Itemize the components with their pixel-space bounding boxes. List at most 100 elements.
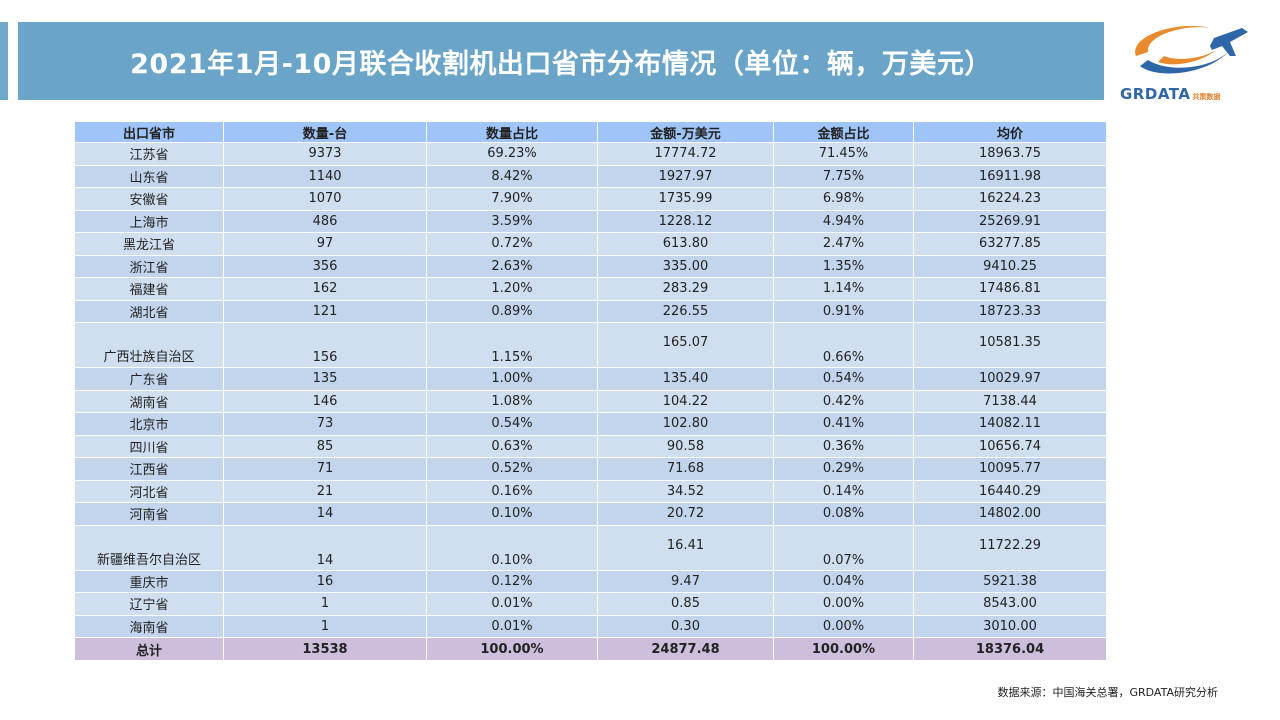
cell-province: 重庆市 [74, 569, 224, 593]
table-row: 浙江省 356 2.63% 335.00 1.35% 9410.25 [74, 254, 1107, 278]
cell-average-price: 10029.97 [913, 367, 1107, 391]
cell-amount-share: 0.14% [773, 479, 914, 503]
cell-province: 辽宁省 [74, 592, 224, 616]
table-row: 上海市 486 3.59% 1228.12 4.94% 25269.91 [74, 209, 1107, 233]
cell-province: 山东省 [74, 164, 224, 188]
cell-province: 河北省 [74, 479, 224, 503]
cell-average-price: 10656.74 [913, 434, 1107, 458]
table-row: 新疆维吾尔自治区 14 0.10% 16.41 0.07% 11722.29 [74, 524, 1107, 571]
table-row: 江苏省 9373 69.23% 17774.72 71.45% 18963.75 [74, 142, 1107, 166]
cell-average-price: 18723.33 [913, 299, 1107, 323]
cell-quantity-share: 0.10% [426, 502, 598, 526]
cell-quantity: 1 [223, 614, 427, 638]
cell-quantity: 73 [223, 412, 427, 436]
table-row: 辽宁省 1 0.01% 0.85 0.00% 8543.00 [74, 592, 1107, 616]
cell-amount-share: 0.04% [773, 569, 914, 593]
header-quantity-share: 数量占比 [426, 121, 598, 143]
cell-quantity-share: 0.72% [426, 232, 598, 256]
cell-amount-share: 0.36% [773, 434, 914, 458]
cell-province: 福建省 [74, 277, 224, 301]
cell-amount: 20.72 [597, 502, 774, 526]
cell-province: 海南省 [74, 614, 224, 638]
data-source-note: 数据来源：中国海关总署，GRDATA研究分析 [997, 686, 1218, 699]
cell-quantity-share: 1.08% [426, 389, 598, 413]
table-row: 河北省 21 0.16% 34.52 0.14% 16440.29 [74, 479, 1107, 503]
total-amount-share: 100.00% [773, 637, 914, 661]
cell-amount-share: 0.91% [773, 299, 914, 323]
cell-amount: 0.30 [597, 614, 774, 638]
cell-quantity-share: 8.42% [426, 164, 598, 188]
cell-amount: 104.22 [597, 389, 774, 413]
table-row: 湖北省 121 0.89% 226.55 0.91% 18723.33 [74, 299, 1107, 323]
table-row: 重庆市 16 0.12% 9.47 0.04% 5921.38 [74, 569, 1107, 593]
cell-province: 北京市 [74, 412, 224, 436]
cell-average-price: 5921.38 [913, 569, 1107, 593]
cell-province: 广东省 [74, 367, 224, 391]
cell-quantity: 1140 [223, 164, 427, 188]
cell-province: 浙江省 [74, 254, 224, 278]
cell-quantity: 16 [223, 569, 427, 593]
total-amount: 24877.48 [597, 637, 774, 661]
cell-amount-share: 0.07% [773, 524, 914, 571]
table-row: 广西壮族自治区 156 1.15% 165.07 0.66% 10581.35 [74, 322, 1107, 368]
cell-province: 安徽省 [74, 187, 224, 211]
total-label: 总计 [74, 637, 224, 661]
cell-province: 四川省 [74, 434, 224, 458]
cell-amount-share: 0.41% [773, 412, 914, 436]
cell-quantity-share: 0.52% [426, 457, 598, 481]
cell-amount: 34.52 [597, 479, 774, 503]
table-row: 海南省 1 0.01% 0.30 0.00% 3010.00 [74, 614, 1107, 638]
cell-amount: 90.58 [597, 434, 774, 458]
cell-quantity: 85 [223, 434, 427, 458]
cell-amount: 1228.12 [597, 209, 774, 233]
cell-province: 上海市 [74, 209, 224, 233]
cell-average-price: 16440.29 [913, 479, 1107, 503]
cell-amount-share: 0.54% [773, 367, 914, 391]
export-province-table: 出口省市 数量-台 数量占比 金额-万美元 金额占比 均价 江苏省 9373 69.… [74, 121, 1107, 661]
cell-quantity: 156 [223, 322, 427, 368]
cell-amount-share: 0.08% [773, 502, 914, 526]
cell-quantity-share: 0.54% [426, 412, 598, 436]
cell-quantity-share: 0.01% [426, 614, 598, 638]
logo-swoosh-icon [1135, 25, 1248, 74]
table-row: 福建省 162 1.20% 283.29 1.14% 17486.81 [74, 277, 1107, 301]
cell-quantity: 356 [223, 254, 427, 278]
cell-quantity: 14 [223, 524, 427, 571]
table-row: 河南省 14 0.10% 20.72 0.08% 14802.00 [74, 502, 1107, 526]
cell-quantity: 21 [223, 479, 427, 503]
cell-average-price: 7138.44 [913, 389, 1107, 413]
total-quantity-share: 100.00% [426, 637, 598, 661]
cell-average-price: 3010.00 [913, 614, 1107, 638]
table-row: 湖南省 146 1.08% 104.22 0.42% 7138.44 [74, 389, 1107, 413]
cell-quantity-share: 1.15% [426, 322, 598, 368]
cell-average-price: 14802.00 [913, 502, 1107, 526]
cell-average-price: 16224.23 [913, 187, 1107, 211]
cell-amount-share: 0.66% [773, 322, 914, 368]
cell-average-price: 25269.91 [913, 209, 1107, 233]
cell-quantity-share: 2.63% [426, 254, 598, 278]
cell-amount: 613.80 [597, 232, 774, 256]
cell-amount-share: 71.45% [773, 142, 914, 166]
cell-quantity-share: 1.20% [426, 277, 598, 301]
cell-province: 江苏省 [74, 142, 224, 166]
cell-quantity: 146 [223, 389, 427, 413]
cell-province: 河南省 [74, 502, 224, 526]
cell-province: 湖北省 [74, 299, 224, 323]
cell-amount-share: 1.14% [773, 277, 914, 301]
table-row: 山东省 1140 8.42% 1927.97 7.75% 16911.98 [74, 164, 1107, 188]
cell-quantity: 1 [223, 592, 427, 616]
cell-amount: 226.55 [597, 299, 774, 323]
cell-amount-share: 0.29% [773, 457, 914, 481]
header-quantity: 数量-台 [223, 121, 427, 143]
cell-quantity: 162 [223, 277, 427, 301]
cell-average-price: 8543.00 [913, 592, 1107, 616]
cell-quantity-share: 3.59% [426, 209, 598, 233]
header-province: 出口省市 [74, 121, 224, 143]
cell-quantity-share: 0.16% [426, 479, 598, 503]
cell-quantity: 97 [223, 232, 427, 256]
table-row: 黑龙江省 97 0.72% 613.80 2.47% 63277.85 [74, 232, 1107, 256]
cell-average-price: 18963.75 [913, 142, 1107, 166]
total-quantity: 13538 [223, 637, 427, 661]
cell-average-price: 10095.77 [913, 457, 1107, 481]
cell-quantity-share: 69.23% [426, 142, 598, 166]
